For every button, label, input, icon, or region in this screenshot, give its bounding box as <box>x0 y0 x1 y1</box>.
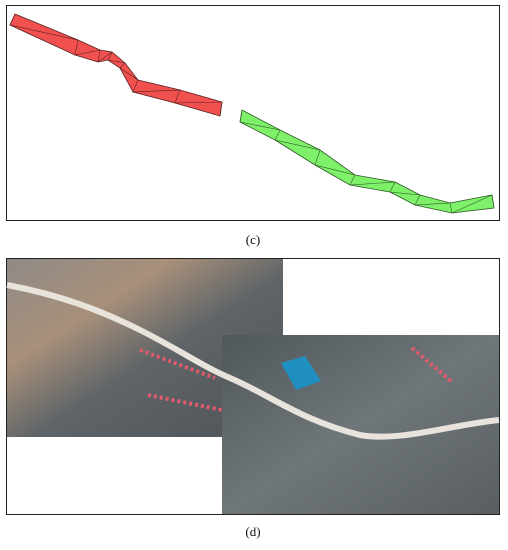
red-mesh <box>9 13 223 117</box>
caption: (d) <box>245 524 260 539</box>
crack <box>6 282 500 440</box>
blue-target <box>281 356 321 390</box>
marks <box>139 346 454 412</box>
green-mesh <box>239 109 495 214</box>
caption: (c) <box>246 232 260 247</box>
panel-frame <box>6 5 500 221</box>
